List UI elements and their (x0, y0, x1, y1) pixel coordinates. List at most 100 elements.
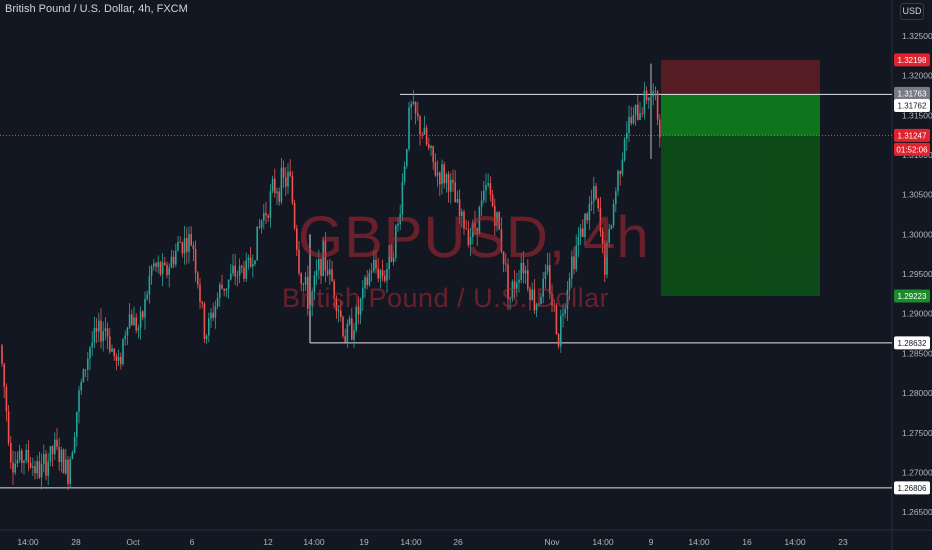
candle-body (377, 268, 379, 279)
candle-body (230, 273, 232, 280)
candle-body (586, 213, 588, 221)
candle-body (188, 234, 190, 252)
candle-body (575, 245, 577, 270)
candle-body (379, 270, 382, 279)
candle-body (197, 272, 199, 285)
y-tick-label: 1.28000 (902, 388, 932, 398)
y-tick-label: 1.32500 (902, 31, 932, 41)
candle-body (362, 288, 364, 299)
candle-body (465, 228, 467, 230)
candle-body (111, 348, 113, 352)
candle-body (265, 212, 267, 216)
candle-body (260, 220, 263, 228)
candle-body (577, 236, 580, 246)
candle-body (421, 134, 423, 136)
candle-body (115, 355, 118, 361)
candle-body (109, 336, 111, 352)
candle-body (65, 459, 67, 474)
candle-body (34, 466, 36, 474)
candle-body (615, 191, 617, 204)
x-tick-label: Nov (544, 537, 560, 547)
candle-body (368, 272, 371, 285)
candle-body (516, 282, 518, 289)
candle-body (483, 190, 485, 201)
candle-body (432, 146, 434, 163)
candle-body (287, 171, 289, 187)
candle-body (177, 242, 179, 251)
candle-body (513, 281, 516, 289)
candle-body (216, 297, 219, 307)
candle-body (289, 171, 291, 176)
candle-body (593, 186, 595, 202)
candle-body (342, 317, 344, 337)
candle-body (144, 298, 146, 318)
watermark-symbol: GBPUSD, 4h (298, 205, 650, 270)
candle-body (626, 133, 628, 139)
candle-body (234, 265, 236, 277)
candle-body (5, 386, 8, 412)
candle-body (643, 90, 646, 114)
candle-body (639, 113, 641, 120)
candle-body (381, 270, 384, 276)
candle-body (551, 293, 553, 306)
y-tick-label: 1.30000 (902, 229, 932, 239)
candle-body (269, 191, 272, 218)
candle-body (403, 166, 406, 182)
candle-body (194, 249, 197, 273)
candle-body (168, 267, 170, 275)
candle-body (45, 454, 47, 476)
candle-body (656, 91, 659, 120)
price-label: 1.31247 (894, 128, 930, 142)
candle-body (582, 228, 584, 238)
candle-body (540, 296, 542, 305)
currency-button[interactable]: USD (900, 3, 924, 20)
candle-body (386, 268, 388, 281)
candle-body (546, 265, 549, 272)
candle-body (608, 229, 610, 243)
x-tick-label: 6 (190, 537, 195, 547)
candle-body (3, 363, 5, 387)
candle-body (489, 183, 492, 195)
candle-body (447, 174, 450, 192)
y-tick-label: 1.27500 (902, 428, 932, 438)
candle-body (293, 203, 296, 229)
price-label: 1.32198 (894, 53, 930, 67)
price-label: 1.31763 (894, 86, 930, 100)
candle-body (637, 104, 639, 120)
candle-body (612, 203, 615, 226)
candle-body (166, 264, 168, 275)
candle-body (252, 263, 254, 267)
candle-body (476, 227, 478, 235)
watermark-name: British Pound / U.S. Dollar (282, 283, 610, 313)
candle-body (153, 263, 155, 267)
candle-body (469, 237, 472, 245)
candle-body (408, 107, 410, 150)
price-label: 1.26806 (894, 481, 930, 495)
candle-body (496, 212, 498, 226)
candle-body (104, 328, 107, 332)
candle-body (133, 317, 135, 326)
candle-body (120, 356, 122, 365)
candle-body (236, 275, 239, 277)
candle-body (78, 390, 80, 412)
x-tick-label: 9 (649, 537, 654, 547)
candle-body (399, 214, 401, 224)
candle-body (450, 179, 452, 192)
candle-body (588, 204, 591, 221)
x-tick-label: 14:00 (17, 537, 39, 547)
candle-body (32, 466, 34, 468)
candle-body (617, 171, 619, 192)
candle-body (186, 238, 188, 252)
candle-body (326, 270, 329, 275)
candle-body (329, 269, 331, 275)
candle-body (27, 449, 30, 463)
candle-body (443, 164, 445, 184)
candle-body (430, 146, 432, 148)
candle-body (337, 310, 340, 312)
candle-body (67, 459, 69, 484)
candle-body (599, 208, 602, 232)
candle-body (511, 281, 514, 299)
candle-body (456, 199, 459, 203)
